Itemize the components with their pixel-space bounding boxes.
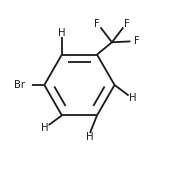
Text: H: H [129,93,137,103]
Text: H: H [41,123,48,133]
Text: H: H [86,132,94,142]
Text: Br: Br [14,80,25,90]
Text: H: H [58,28,66,38]
Text: F: F [94,19,100,29]
Text: F: F [124,19,130,29]
Text: F: F [134,36,140,46]
